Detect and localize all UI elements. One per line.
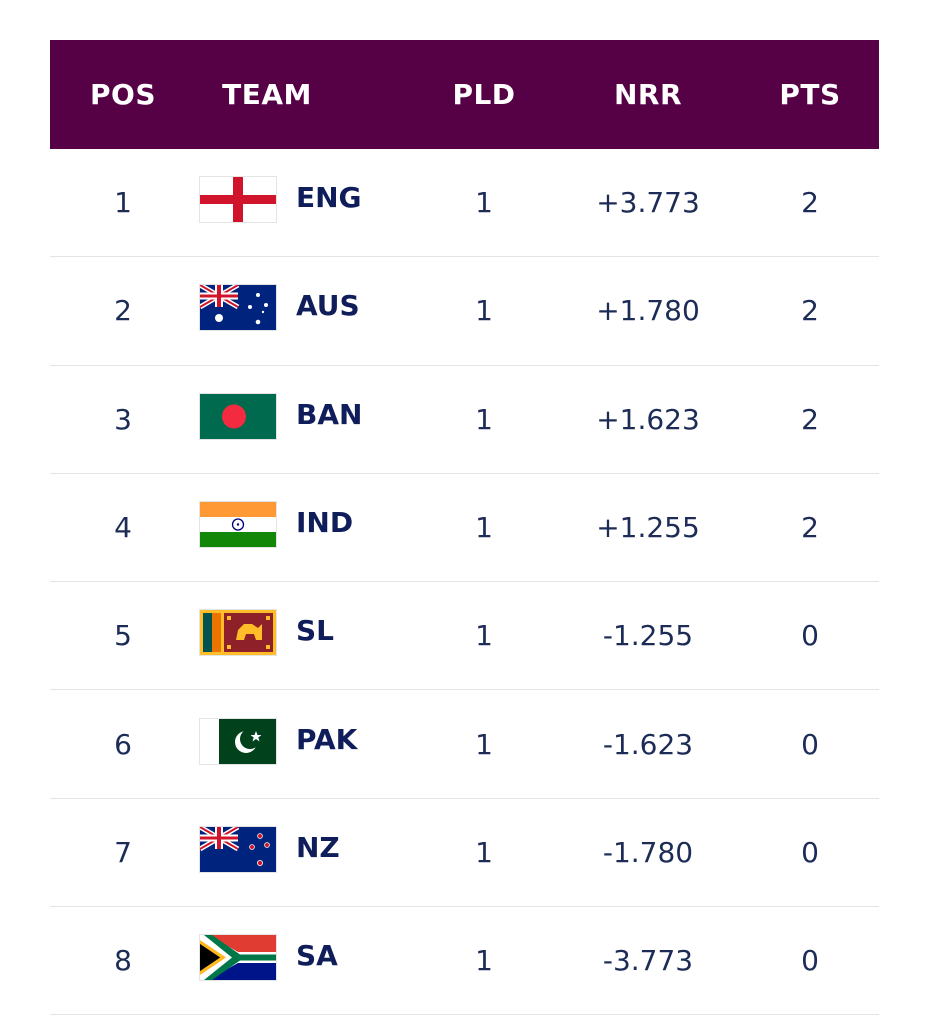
played: 1 (475, 186, 493, 220)
net-run-rate: +1.255 (596, 511, 700, 545)
team-code: SL (296, 614, 335, 648)
played: 1 (475, 727, 493, 761)
points: 0 (801, 619, 819, 653)
played: 1 (475, 294, 493, 328)
team-code: NZ (296, 830, 340, 864)
pakistan-flag-icon (200, 718, 276, 764)
table-row[interactable]: 4 IND 1 +1.255 2 (50, 474, 879, 583)
net-run-rate: +1.780 (596, 294, 700, 328)
played: 1 (475, 944, 493, 978)
played: 1 (475, 835, 493, 869)
net-run-rate: +1.623 (596, 402, 700, 436)
team-cell[interactable]: ENG (200, 149, 490, 256)
column-header-pos[interactable]: POS (90, 78, 156, 111)
position: 2 (114, 294, 132, 328)
south-africa-flag-icon (200, 935, 276, 981)
team-code: ENG (296, 181, 362, 215)
position: 3 (114, 402, 132, 436)
points: 2 (801, 294, 819, 328)
team-cell[interactable]: BAN (200, 366, 490, 473)
position: 6 (114, 727, 132, 761)
new-zealand-flag-icon (200, 826, 276, 872)
team-cell[interactable]: SL (200, 582, 490, 689)
played: 1 (475, 402, 493, 436)
team-cell[interactable]: NZ (200, 799, 490, 906)
position: 8 (114, 944, 132, 978)
team-code: PAK (296, 722, 358, 756)
table-row[interactable]: 3 BAN 1 +1.623 2 (50, 366, 879, 474)
net-run-rate: +3.773 (596, 186, 700, 220)
bangladesh-flag-icon (200, 393, 276, 439)
team-code: BAN (296, 397, 363, 431)
points: 2 (801, 511, 819, 545)
net-run-rate: -1.623 (602, 727, 694, 761)
table-header: POS TEAM PLD NRR PTS (50, 40, 879, 149)
played: 1 (475, 511, 493, 545)
points: 0 (801, 835, 819, 869)
team-code: IND (296, 506, 354, 540)
points: 2 (801, 186, 819, 220)
net-run-rate: -3.773 (602, 944, 694, 978)
position: 1 (114, 186, 132, 220)
sri-lanka-flag-icon (200, 610, 276, 656)
table-row[interactable]: 5 SL 1 -1.255 0 (50, 582, 879, 691)
team-code: SA (296, 939, 338, 973)
column-header-nrr[interactable]: NRR (613, 78, 683, 111)
table-row[interactable]: 1 ENG 1 +3.773 2 (50, 149, 879, 258)
table-row[interactable]: 6 PAK 1 -1.623 0 (50, 690, 879, 799)
team-code: AUS (296, 289, 360, 323)
team-cell[interactable]: IND (200, 474, 490, 581)
column-header-pts[interactable]: PTS (779, 78, 841, 111)
team-cell[interactable]: PAK (200, 690, 490, 797)
position: 4 (114, 511, 132, 545)
standings-table: POS TEAM PLD NRR PTS 1 ENG 1 +3.773 2 2 (50, 40, 879, 1016)
played: 1 (475, 619, 493, 653)
position: 7 (114, 835, 132, 869)
india-flag-icon (200, 502, 276, 548)
column-header-team[interactable]: TEAM (222, 78, 312, 111)
table-row[interactable]: 8 SA 1 -3.773 0 (50, 907, 879, 1016)
points: 2 (801, 402, 819, 436)
column-header-pld[interactable]: PLD (452, 78, 516, 111)
position: 5 (114, 619, 132, 653)
australia-flag-icon (200, 285, 276, 331)
net-run-rate: -1.780 (602, 835, 694, 869)
team-cell[interactable]: SA (200, 907, 490, 1014)
points: 0 (801, 727, 819, 761)
team-cell[interactable]: AUS (200, 257, 490, 364)
net-run-rate: -1.255 (602, 619, 694, 653)
table-row[interactable]: 2 AUS 1 (50, 257, 879, 366)
table-row[interactable]: 7 NZ 1 -1.780 0 (50, 799, 879, 908)
england-flag-icon (200, 177, 276, 223)
points: 0 (801, 944, 819, 978)
